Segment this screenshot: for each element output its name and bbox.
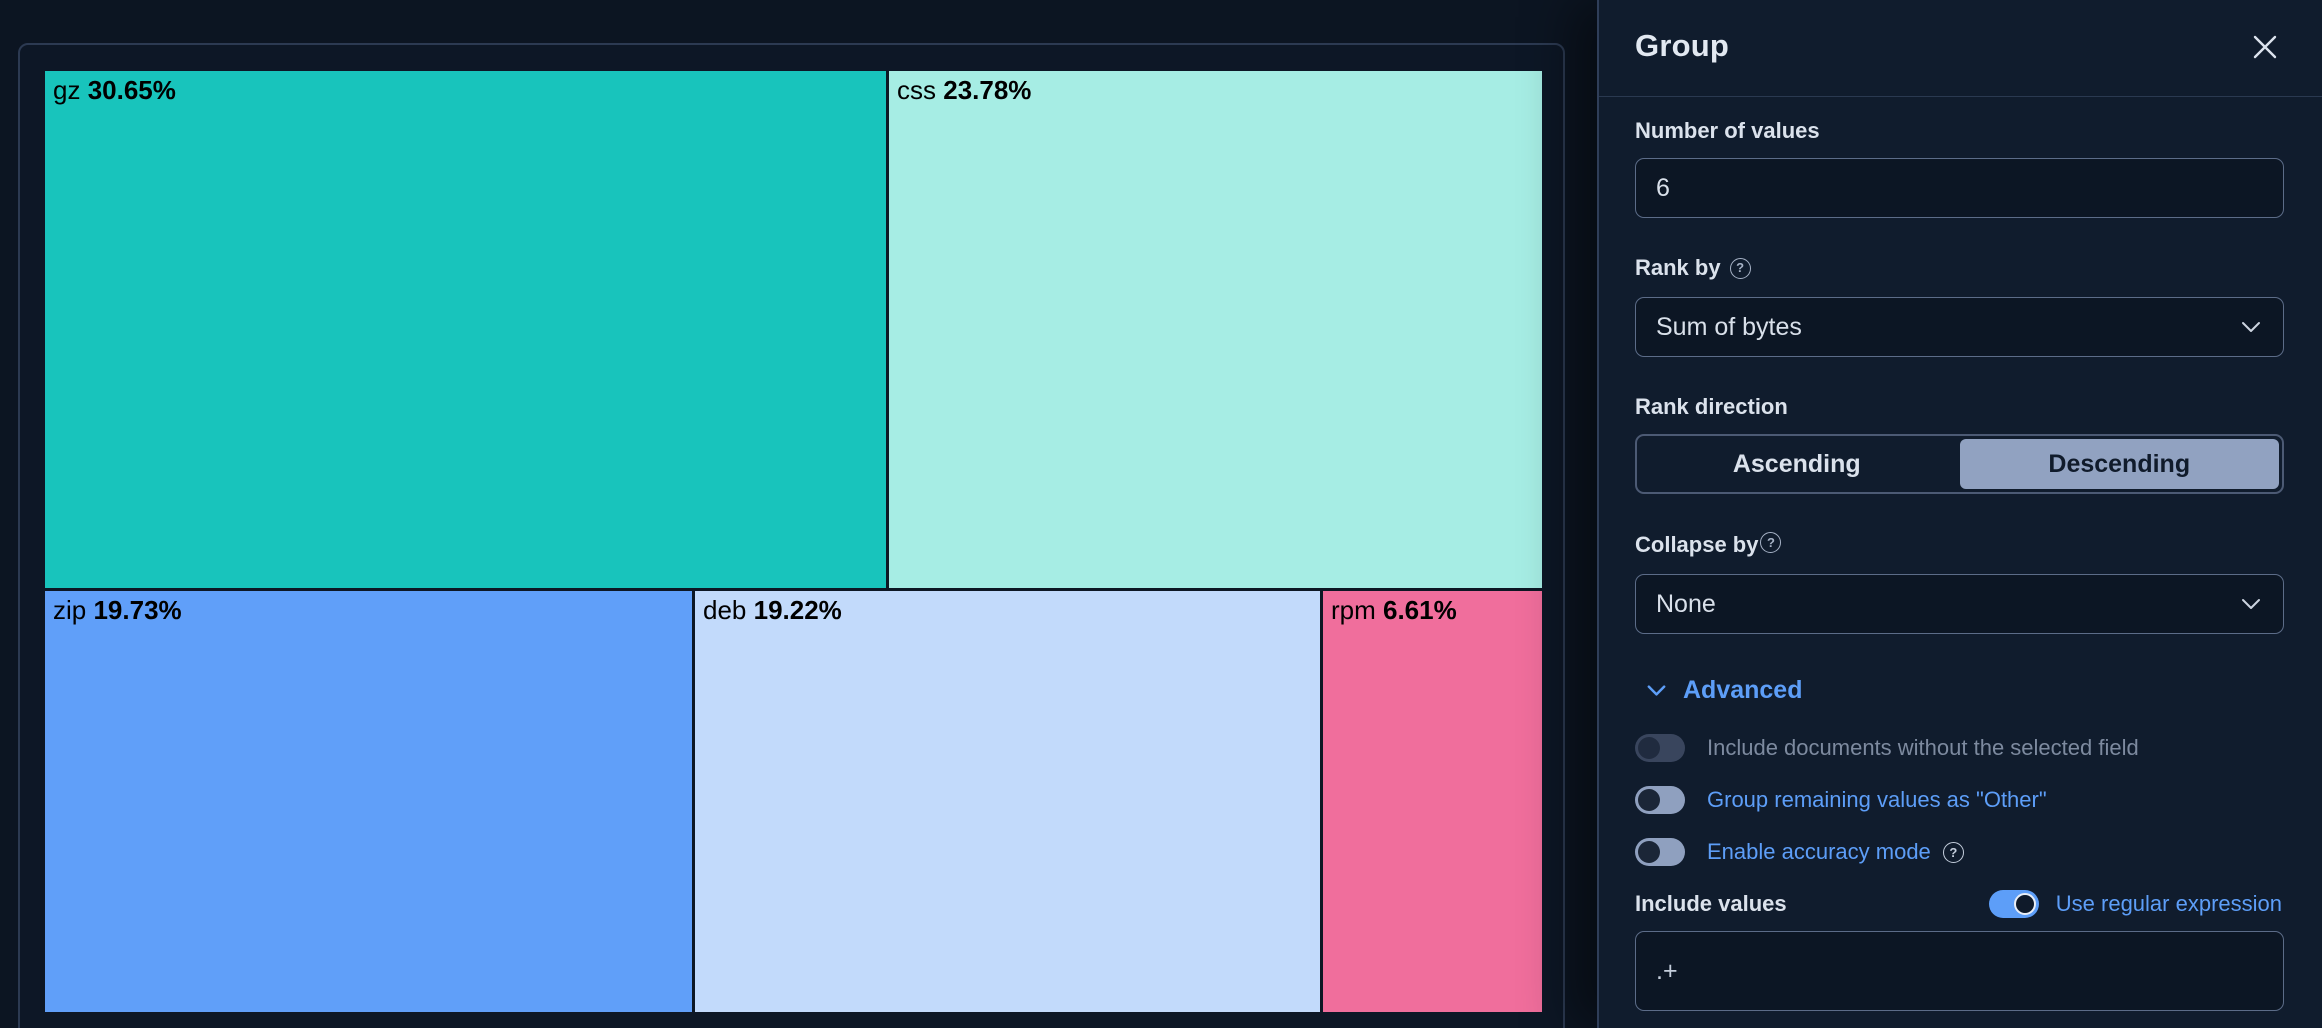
chevron-down-icon [2242,322,2260,332]
rank-by-selected-value: Sum of bytes [1656,312,1802,341]
treemap-cell-label: rpm 6.61% [1331,595,1457,625]
treemap-cell-label: css 23.78% [897,75,1032,105]
include-values-row: Include values Use regular expression [1635,890,2282,918]
include-docs-without-field-label: Include documents without the selected f… [1707,735,2139,760]
treemap-cell-rpm[interactable]: rpm 6.61% [1323,591,1542,1012]
toggle-knob [2013,893,2036,915]
treemap-cell-gz[interactable]: gz 30.65% [45,71,886,588]
group-flyout: Group Number of values Rank by ? Sum of … [1597,0,2322,1028]
treemap-cell-label: zip 19.73% [53,595,182,625]
toggle-knob [1638,737,1660,759]
flyout-content: Number of values Rank by ? Sum of bytes … [1599,118,2322,1016]
toggle-row: Include documents without the selected f… [1635,734,2282,762]
treemap-panel: gz 30.65% css 23.78% zip 19.73% deb 19.22% r… [18,43,1565,1028]
help-icon[interactable]: ? [1729,257,1751,279]
rank-by-label: Rank by ? [1635,255,2282,281]
rank-direction-label: Rank direction [1635,394,1788,419]
collapse-by-label: Collapse by ? [1635,532,2282,558]
treemap-cell-deb[interactable]: deb 19.22% [695,591,1320,1012]
advanced-label: Advanced [1683,676,1803,704]
toggle-row: Enable accuracy mode ? [1635,838,2282,866]
include-values-input[interactable]: .+ [1635,931,2284,1011]
toggle-knob [1638,789,1660,811]
rank-direction-button-group: Ascending Descending [1635,434,2284,494]
treemap-cell-label: gz 30.65% [53,75,176,105]
use-regex-label: Use regular expression [2055,891,2282,916]
include-docs-without-field-toggle [1635,734,1685,762]
number-of-values-input[interactable] [1635,158,2284,218]
close-icon[interactable] [2248,30,2282,64]
chevron-down-icon [1647,685,1666,696]
close-icon-glyph [2253,35,2277,59]
include-values-label: Include values [1635,891,1787,916]
treemap-chart[interactable]: gz 30.65% css 23.78% zip 19.73% deb 19.22% r… [45,71,1542,1012]
help-icon[interactable]: ? [1760,532,1782,553]
chevron-down-icon [2242,599,2260,609]
enable-accuracy-mode-toggle[interactable] [1635,838,1685,866]
group-remaining-as-other-label: Group remaining values as "Other" [1707,787,2047,812]
collapse-by-select[interactable]: None [1635,574,2284,634]
number-of-values-label: Number of values [1635,118,1820,143]
toggle-row: Group remaining values as "Other" [1635,786,2282,814]
enable-accuracy-mode-label: Enable accuracy mode ? [1707,839,1964,865]
flyout-header: Group [1599,0,2322,97]
help-icon[interactable]: ? [1942,841,1964,863]
group-remaining-as-other-toggle[interactable] [1635,786,1685,814]
treemap-cell-label: deb 19.22% [703,595,842,625]
flyout-title: Group [1635,28,1729,63]
treemap-cell-zip[interactable]: zip 19.73% [45,591,692,1012]
advanced-accordion-toggle[interactable]: Advanced [1635,676,2282,705]
use-regex-toggle[interactable] [1988,890,2039,918]
treemap-cell-css[interactable]: css 23.78% [889,71,1542,588]
collapse-by-selected-value: None [1656,589,1716,618]
ascending-button[interactable]: Ascending [1637,436,1957,492]
descending-button[interactable]: Descending [1959,439,2279,489]
toggle-knob [1638,841,1660,863]
rank-by-select[interactable]: Sum of bytes [1635,297,2284,357]
regex-control: Use regular expression [1988,890,2282,918]
